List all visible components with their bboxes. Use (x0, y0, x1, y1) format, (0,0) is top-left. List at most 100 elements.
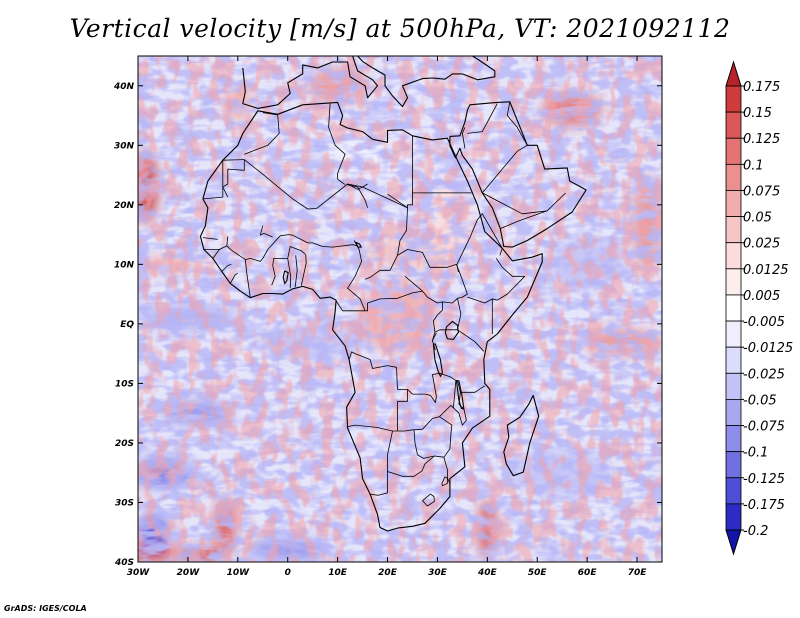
lat-tick-label: 40S (114, 558, 134, 568)
lon-tick-label: 10W (227, 568, 251, 578)
lon-tick-label: 30W (127, 568, 151, 578)
colorbar-swatch (725, 111, 742, 139)
lon-tick-label: 30E (428, 568, 448, 578)
country-border-13 (300, 254, 307, 286)
colorbar-swatch (725, 163, 742, 191)
country-border-7 (346, 184, 368, 208)
lon-tick-label: 20E (378, 568, 398, 578)
colorbar-label: 0.125 (743, 132, 780, 147)
country-border-53 (500, 210, 548, 229)
country-border-42 (422, 493, 435, 507)
lake-outline-2 (455, 379, 465, 410)
lat-tick-label: 40N (113, 82, 135, 92)
lat-tick-label: EQ (120, 320, 134, 330)
colorbar-label: -0.1 (743, 446, 768, 461)
lat-tick-label: 10N (114, 260, 135, 270)
lon-tick-label: 50E (528, 568, 548, 578)
country-border-45 (387, 193, 408, 209)
colorbar-swatch (725, 85, 742, 113)
colorbar-label: -0.025 (743, 367, 785, 382)
lat-tick-label: 20S (115, 439, 134, 449)
country-border-22 (364, 207, 408, 280)
country-border-2 (244, 112, 280, 155)
country-border-39 (387, 455, 435, 477)
lat-tick-label: 30S (115, 498, 134, 508)
colorbar-swatch (725, 399, 742, 426)
country-border-4 (328, 103, 346, 185)
velocity-field (138, 56, 662, 562)
country-border-41 (441, 476, 448, 487)
country-border-49 (467, 103, 498, 134)
country-border-48 (481, 144, 528, 194)
colorbar-swatch (725, 190, 742, 217)
country-border-36 (397, 389, 408, 431)
lon-tick-label: 60E (578, 568, 598, 578)
country-border-38 (413, 416, 453, 459)
colorbar-swatch (725, 372, 742, 400)
colorbar: 0.175 0.15 0.125 0.1 0.075 0.05 0.025 0.0125 0.0… (725, 60, 793, 556)
country-border-10 (271, 246, 306, 286)
country-border-11 (287, 258, 292, 289)
lake-outline-4 (282, 270, 289, 285)
arabia-coastline (449, 101, 587, 248)
country-border-12 (294, 255, 298, 288)
country-border-33 (348, 351, 440, 403)
colorbar-swatch (725, 242, 742, 270)
colorbar-label: -0.2 (743, 524, 768, 539)
country-border-14 (244, 259, 251, 298)
colorbar-arrow-top (725, 60, 742, 87)
lake-outline-1 (432, 343, 443, 378)
grads-credit: GrADS: IGES/COLA (4, 604, 87, 613)
colorbar-label: 0.025 (743, 237, 780, 252)
lat-tick-label: 10S (115, 379, 134, 389)
colorbar-label: -0.005 (743, 315, 785, 330)
lake-outline-0 (444, 320, 459, 340)
lat-tick-label: 20N (114, 201, 135, 211)
madagascar-coastline (503, 395, 540, 477)
country-border-43 (453, 380, 467, 426)
colorbar-label: 0.075 (743, 184, 780, 199)
country-border-25 (456, 237, 471, 273)
country-border-37 (413, 372, 457, 431)
colorbar-arrow-bottom (725, 529, 742, 556)
colorbar-label: -0.0125 (743, 341, 793, 356)
country-border-35 (370, 430, 393, 496)
country-border-26 (499, 248, 503, 256)
country-border-3 (244, 159, 368, 210)
map-title: Vertical velocity [m/s] at 500hPa, VT: 2… (69, 14, 731, 43)
country-border-9 (259, 225, 273, 238)
country-border-52 (482, 192, 566, 215)
country-border-1 (222, 159, 245, 198)
colorbar-swatch (725, 346, 742, 374)
colorbar-label: -0.075 (743, 420, 785, 435)
colorbar-swatch (725, 451, 742, 479)
country-border-50 (506, 101, 528, 146)
country-border-51 (461, 127, 466, 149)
country-border-19 (202, 237, 218, 240)
country-border-32 (432, 301, 443, 333)
colorbar-label: -0.175 (743, 498, 785, 513)
colorbar-swatch (725, 477, 742, 505)
colorbar-label: 0.1 (743, 158, 764, 173)
country-border-30 (434, 329, 458, 333)
colorbar-swatch (725, 268, 742, 296)
country-border-21 (335, 290, 423, 312)
country-border-27 (467, 258, 526, 304)
colorbar-label: 0.05 (743, 211, 772, 226)
field-texture-red (138, 56, 662, 562)
colorbar-label: 0.005 (743, 289, 780, 304)
lon-tick-label: 20W (177, 568, 201, 578)
lon-tick-label: 70E (628, 568, 648, 578)
colorbar-swatch (725, 425, 742, 453)
lon-tick-label: 0 (285, 568, 291, 578)
country-border-20 (347, 240, 366, 311)
map-frame (137, 55, 663, 563)
colorbar-swatch (725, 320, 742, 348)
colorbar-swatch (725, 294, 742, 322)
country-border-8 (226, 234, 358, 262)
lon-tick-label: 40E (477, 568, 498, 578)
country-border-24 (469, 213, 503, 249)
colorbar-label: 0.15 (743, 106, 772, 121)
africa-coastline (199, 101, 543, 532)
